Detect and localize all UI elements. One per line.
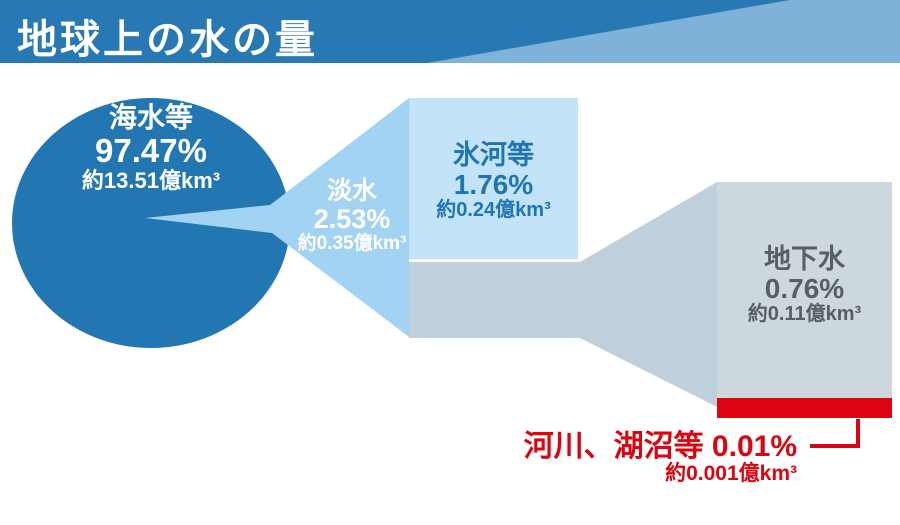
seawater-label: 海水等 97.47% 約13.51億km³ bbox=[31, 102, 271, 193]
rivers-volume: 約0.001億km³ bbox=[665, 462, 797, 486]
freshwater-wedge bbox=[145, 98, 409, 337]
groundwater-funnel bbox=[409, 182, 717, 407]
page-title: 地球上の水の量 bbox=[17, 18, 318, 62]
groundwater-box bbox=[717, 182, 892, 398]
rivers-name-percent: 河川、湖沼等 0.01% bbox=[523, 430, 797, 463]
seawater-circle bbox=[12, 98, 290, 348]
seawater-volume: 約13.51億km³ bbox=[81, 167, 221, 193]
glacier-volume: 約0.24億km³ bbox=[436, 199, 551, 222]
glacier-name: 氷河等 bbox=[453, 140, 534, 170]
groundwater-label: 地下水 0.76% 約0.11億km³ bbox=[717, 244, 892, 326]
rivers-connector-line bbox=[810, 419, 860, 448]
rivers-label: 河川、湖沼等 0.01% 約0.001億km³ bbox=[440, 430, 797, 486]
seawater-percent: 97.47% bbox=[95, 132, 207, 170]
freshwater-volume: 約0.35億km³ bbox=[297, 233, 407, 255]
freshwater-name: 淡水 bbox=[326, 177, 377, 205]
header-accent-triangle bbox=[427, 0, 900, 63]
groundwater-volume: 約0.11億km³ bbox=[747, 303, 862, 326]
glacier-box bbox=[409, 98, 578, 259]
rivers-bar bbox=[717, 398, 892, 418]
freshwater-label: 淡水 2.53% 約0.35億km³ bbox=[272, 178, 432, 255]
freshwater-percent: 2.53% bbox=[313, 204, 391, 234]
glacier-percent: 1.76% bbox=[453, 169, 534, 201]
glacier-label: 氷河等 1.76% 約0.24億km³ bbox=[409, 140, 578, 222]
groundwater-percent: 0.76% bbox=[764, 273, 845, 305]
groundwater-name: 地下水 bbox=[764, 244, 845, 274]
seawater-name: 海水等 bbox=[108, 102, 193, 133]
